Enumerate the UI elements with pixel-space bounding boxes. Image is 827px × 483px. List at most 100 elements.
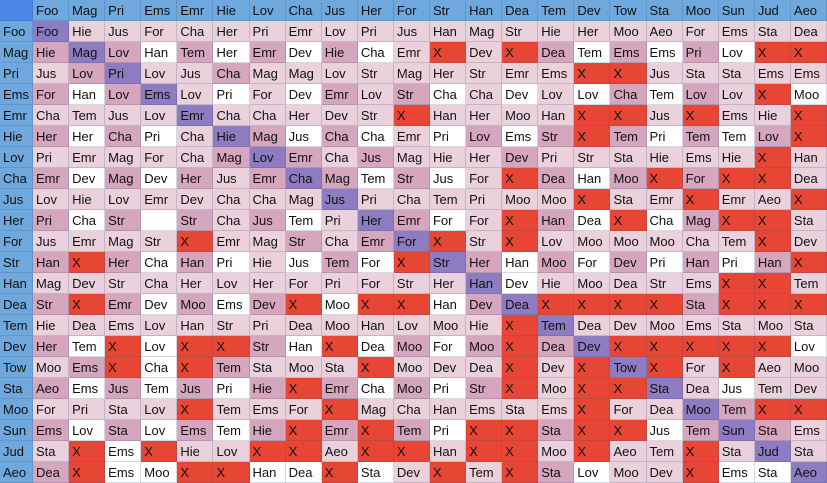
row-header-Sun[interactable]: Sun	[0, 420, 33, 441]
cell-Tow-Sun[interactable]: X	[718, 357, 755, 378]
cell-Foo-Mag[interactable]: Hie	[69, 21, 106, 42]
cell-Her-Sta[interactable]: Cha	[646, 210, 683, 231]
cell-Aeo-Pri[interactable]: Ems	[105, 462, 142, 483]
cell-Sun-Sun[interactable]: Sun	[718, 420, 755, 441]
cell-Han-Jus[interactable]: Pri	[321, 273, 358, 294]
cell-Mag-Emr[interactable]: Tem	[177, 42, 214, 63]
cell-Jus-Dea[interactable]: Moo	[502, 189, 539, 210]
cell-Sta-Jud[interactable]: Tem	[754, 378, 791, 399]
cell-Lov-For[interactable]: Mag	[393, 147, 430, 168]
cell-Dea-Han[interactable]: Dev	[466, 294, 503, 315]
cell-Sun-Aeo[interactable]: Ems	[790, 420, 827, 441]
cell-Sta-Str[interactable]: Pri	[429, 378, 467, 399]
cell-Pri-Dev[interactable]: X	[574, 63, 611, 84]
cell-For-Sun[interactable]: Tem	[718, 231, 755, 252]
cell-Ems-Dev[interactable]: Lov	[574, 84, 611, 105]
cell-Mag-Pri[interactable]: Lov	[105, 42, 142, 63]
cell-For-Han[interactable]: Str	[466, 231, 503, 252]
cell-Foo-Jus[interactable]: Lov	[321, 21, 358, 42]
cell-Her-Foo[interactable]: Pri	[33, 210, 70, 231]
cell-Ems-Jud[interactable]: X	[754, 84, 791, 105]
cell-Moo-Lov[interactable]: Ems	[249, 399, 286, 420]
cell-Emr-Moo[interactable]: X	[682, 105, 719, 126]
cell-Emr-Cha[interactable]: Her	[285, 105, 322, 126]
cell-Her-Emr[interactable]: Str	[177, 210, 214, 231]
cell-Dev-Str[interactable]: For	[429, 336, 467, 357]
cell-Jus-Her[interactable]: Pri	[357, 189, 394, 210]
cell-Aeo-Moo[interactable]: X	[682, 462, 719, 483]
cell-Mag-Sta[interactable]: Ems	[646, 42, 683, 63]
cell-Foo-Dev[interactable]: Her	[574, 21, 611, 42]
cell-For-Aeo[interactable]: Dev	[790, 231, 827, 252]
cell-Sun-Dev[interactable]: X	[574, 420, 611, 441]
cell-Cha-Jus[interactable]: Mag	[321, 168, 358, 189]
cell-Lov-Dea[interactable]: Dev	[502, 147, 539, 168]
cell-Moo-Str[interactable]: Han	[429, 399, 467, 420]
cell-Str-Str[interactable]: Str	[429, 252, 467, 273]
cell-Ems-Tem[interactable]: Lov	[538, 84, 575, 105]
cell-Aeo-Str[interactable]: X	[429, 462, 467, 483]
cell-Han-Sta[interactable]: Str	[646, 273, 683, 294]
cell-Jus-Cha[interactable]: Mag	[285, 189, 322, 210]
cell-Moo-Hie[interactable]: Tem	[213, 399, 250, 420]
cell-For-Her[interactable]: Emr	[357, 231, 394, 252]
cell-Her-Dev[interactable]: Dea	[574, 210, 611, 231]
cell-Dea-Foo[interactable]: Str	[33, 294, 70, 315]
cell-Dev-Jus[interactable]: X	[321, 336, 358, 357]
cell-Str-Sta[interactable]: Pri	[646, 252, 683, 273]
cell-Foo-Dea[interactable]: Str	[502, 21, 539, 42]
cell-Cha-Mag[interactable]: Dev	[69, 168, 106, 189]
cell-Cha-Foo[interactable]: Emr	[33, 168, 70, 189]
cell-Tow-Ems[interactable]: Cha	[141, 357, 178, 378]
cell-Cha-Pri[interactable]: Mag	[105, 168, 142, 189]
cell-Jus-Sta[interactable]: Emr	[646, 189, 683, 210]
cell-Tow-Tem[interactable]: Dev	[538, 357, 575, 378]
cell-Her-For[interactable]: Emr	[393, 210, 430, 231]
cell-Hie-Dea[interactable]: Ems	[502, 126, 539, 147]
cell-Moo-Pri[interactable]: Sta	[105, 399, 142, 420]
cell-Her-Lov[interactable]: Jus	[249, 210, 286, 231]
cell-Her-Ems[interactable]	[141, 210, 178, 231]
cell-Jud-For[interactable]: X	[393, 441, 430, 462]
cell-Her-Sun[interactable]: X	[718, 210, 755, 231]
cell-Ems-Han[interactable]: Cha	[466, 84, 503, 105]
cell-Her-Dea[interactable]: X	[502, 210, 539, 231]
cell-Dea-Cha[interactable]: X	[285, 294, 322, 315]
cell-Str-Lov[interactable]: Hie	[249, 252, 286, 273]
cell-Str-Foo[interactable]: Han	[33, 252, 70, 273]
cell-Tow-Hie[interactable]: Tem	[213, 357, 250, 378]
cell-Aeo-For[interactable]: Dev	[393, 462, 430, 483]
cell-Cha-For[interactable]: Str	[393, 168, 430, 189]
cell-Tem-Her[interactable]: Han	[357, 315, 394, 336]
cell-Mag-Str[interactable]: X	[429, 42, 467, 63]
col-header-Moo[interactable]: Moo	[682, 0, 719, 21]
cell-Dea-Hie[interactable]: Ems	[213, 294, 250, 315]
cell-Jud-Str[interactable]: Han	[429, 441, 467, 462]
cell-Hie-Cha[interactable]: Jus	[285, 126, 322, 147]
cell-Jud-Mag[interactable]: X	[69, 441, 106, 462]
cell-Her-Jus[interactable]: Pri	[321, 210, 358, 231]
cell-Dev-Sun[interactable]: X	[718, 336, 755, 357]
cell-Sun-Hie[interactable]: Tem	[213, 420, 250, 441]
cell-Pri-Han[interactable]: Str	[466, 63, 503, 84]
cell-Pri-Mag[interactable]: Lov	[69, 63, 106, 84]
col-header-Her[interactable]: Her	[357, 0, 394, 21]
cell-Lov-Cha[interactable]: Emr	[285, 147, 322, 168]
cell-Tow-For[interactable]: Moo	[393, 357, 430, 378]
cell-Jus-Mag[interactable]: Hie	[69, 189, 106, 210]
cell-Sta-Her[interactable]: Cha	[357, 378, 394, 399]
cell-Sun-Emr[interactable]: Ems	[177, 420, 214, 441]
cell-Foo-Str[interactable]: Han	[429, 21, 467, 42]
cell-Moo-Mag[interactable]: Pri	[69, 399, 106, 420]
cell-Dev-Aeo[interactable]: Lov	[790, 336, 827, 357]
cell-Ems-Dea[interactable]: Dev	[502, 84, 539, 105]
cell-Aeo-Foo[interactable]: Dea	[33, 462, 70, 483]
cell-Her-Tow[interactable]: X	[610, 210, 647, 231]
cell-Jud-Cha[interactable]: X	[285, 441, 322, 462]
cell-Ems-Aeo[interactable]: Moo	[790, 84, 827, 105]
cell-Sta-Jus[interactable]: Emr	[321, 378, 358, 399]
cell-Pri-Tow[interactable]: X	[610, 63, 647, 84]
cell-Pri-Lov[interactable]: Mag	[249, 63, 286, 84]
col-header-Cha[interactable]: Cha	[285, 0, 322, 21]
cell-Hie-Tem[interactable]: Str	[538, 126, 575, 147]
